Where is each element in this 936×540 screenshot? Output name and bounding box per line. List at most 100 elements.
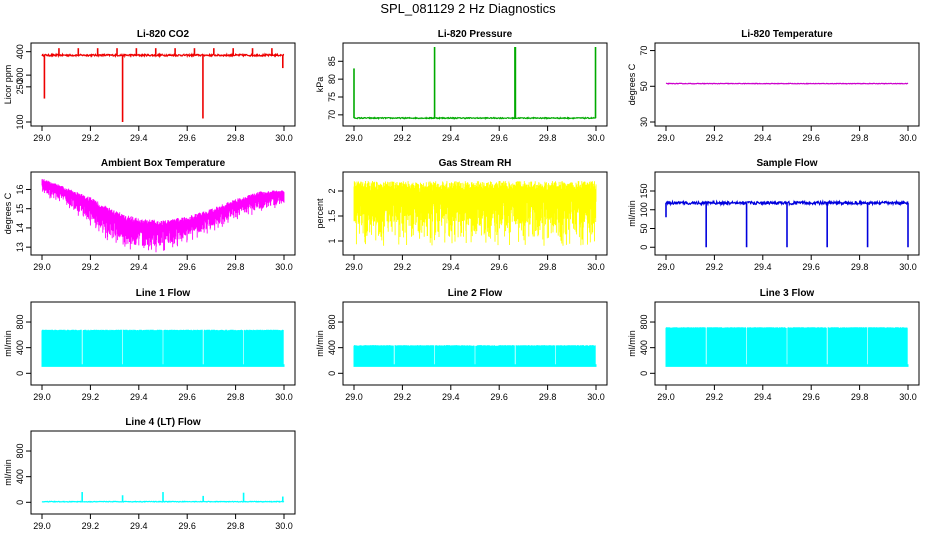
x-tick-label: 29.0 — [345, 392, 363, 402]
x-tick-label: 29.0 — [345, 262, 363, 272]
x-tick-label: 29.4 — [130, 133, 148, 143]
x-tick-label: 30.0 — [275, 521, 293, 531]
y-axis-label: kPa — [315, 77, 325, 93]
x-tick-label: 29.0 — [657, 133, 675, 143]
x-tick-label: 29.2 — [82, 521, 100, 531]
y-tick-label: 100 — [639, 202, 649, 217]
panel-title: Ambient Box Temperature — [101, 158, 226, 169]
plot-frame — [342, 42, 608, 127]
x-tick-label: 29.4 — [442, 392, 460, 402]
plot-frame — [30, 171, 296, 256]
y-tick-label: 50 — [639, 81, 649, 91]
panel-title: Sample Flow — [756, 158, 817, 169]
x-tick-label: 29.2 — [82, 133, 100, 143]
y-tick-label: 800 — [327, 315, 337, 330]
x-tick-label: 30.0 — [587, 133, 605, 143]
y-axis-label: ml/min — [627, 330, 637, 357]
x-tick-label: 30.0 — [275, 262, 293, 272]
x-tick-label: 29.8 — [227, 392, 245, 402]
x-tick-label: 29.0 — [657, 392, 675, 402]
x-tick-label: 29.0 — [345, 133, 363, 143]
y-tick-label: 800 — [15, 444, 25, 459]
x-tick-label: 29.8 — [227, 133, 245, 143]
series-flow — [353, 345, 597, 367]
panel-title: Li-820 Temperature — [741, 29, 833, 40]
y-tick-label: 800 — [639, 315, 649, 330]
y-axis-label: degrees C — [3, 192, 13, 234]
x-tick-label: 29.6 — [178, 521, 196, 531]
y-axis-label: ml/min — [3, 330, 13, 357]
x-tick-label: 29.6 — [490, 133, 508, 143]
panel-title: Gas Stream RH — [439, 158, 512, 169]
series-flow — [665, 327, 909, 367]
y-tick-label: 0 — [327, 371, 337, 376]
series-temperature — [665, 82, 909, 85]
y-axis-label: degrees C — [627, 63, 637, 105]
y-tick-label: 0 — [639, 245, 649, 250]
plot-frame — [654, 42, 920, 127]
x-tick-label: 30.0 — [275, 392, 293, 402]
x-tick-label: 29.0 — [33, 392, 51, 402]
panel-co2: Li-820 CO2 29.0 29.2 29.4 29.6 29.8 30.0 100 250… — [3, 29, 296, 143]
series-line — [41, 52, 285, 59]
x-tick-label: 30.0 — [899, 392, 917, 402]
x-tick-label: 29.2 — [706, 392, 724, 402]
x-tick-label: 29.8 — [227, 262, 245, 272]
y-tick-label: 300 — [15, 68, 25, 83]
panel-line2: Line 2 Flow 29.0 29.2 29.4 29.6 29.8 30.0 0 400 8… — [315, 288, 608, 402]
x-tick-label: 29.0 — [33, 262, 51, 272]
plot-frame — [654, 171, 920, 256]
x-tick-label: 29.2 — [82, 262, 100, 272]
y-tick-label: 400 — [15, 340, 25, 355]
x-tick-label: 29.6 — [490, 392, 508, 402]
panel-line1: Line 1 Flow 29.0 29.2 29.4 29.6 29.8 30.0 0 400 8… — [3, 288, 296, 402]
series-flow — [41, 329, 285, 367]
panel-rh: Gas Stream RH 29.0 29.2 29.4 29.6 29.8 30.0 1 1.… — [315, 158, 608, 272]
x-tick-label: 29.2 — [394, 392, 412, 402]
series-sample — [665, 199, 909, 248]
panel-title: Line 1 Flow — [136, 288, 191, 299]
x-tick-label: 29.6 — [178, 262, 196, 272]
panel-title: Line 2 Flow — [448, 288, 503, 299]
plot-frame — [30, 430, 296, 515]
x-tick-label: 29.2 — [82, 392, 100, 402]
x-tick-label: 29.4 — [754, 262, 772, 272]
panel-ambient: Ambient Box Temperature 29.0 29.2 29.4 29.6 2… — [3, 158, 296, 272]
x-tick-label: 29.6 — [490, 262, 508, 272]
plot-frame — [30, 301, 296, 386]
panel-line3: Line 3 Flow 29.0 29.2 29.4 29.6 29.8 30.0 0 400 8… — [627, 288, 920, 402]
x-tick-label: 29.4 — [442, 133, 460, 143]
series-envelope — [353, 181, 597, 246]
x-tick-label: 29.8 — [851, 392, 869, 402]
x-tick-label: 29.0 — [33, 521, 51, 531]
y-tick-label: 30 — [639, 117, 649, 127]
y-tick-label: 80 — [327, 74, 337, 84]
series-line2 — [353, 345, 597, 367]
x-tick-label: 29.6 — [802, 262, 820, 272]
panel-pressure: Li-820 Pressure 29.0 29.2 29.4 29.6 29.8 30.0 7… — [315, 29, 608, 143]
y-axis-label: ml/min — [315, 330, 325, 357]
y-axis-label: ml/min — [627, 200, 637, 227]
x-tick-label: 29.8 — [539, 392, 557, 402]
series-line3 — [665, 327, 909, 367]
y-tick-label: 15 — [15, 204, 25, 214]
series-envelope — [41, 179, 285, 253]
y-tick-label: 85 — [327, 56, 337, 66]
panel-line4: Line 4 (LT) Flow 29.0 29.2 29.4 29.6 29.8 30.0… — [3, 417, 296, 531]
y-tick-label: 250 — [15, 79, 25, 94]
series-ambient — [41, 179, 285, 253]
figure-title: SPL_081129 2 Hz Diagnostics — [380, 1, 556, 16]
x-tick-label: 29.8 — [539, 133, 557, 143]
x-tick-label: 29.8 — [539, 262, 557, 272]
y-tick-label: 400 — [15, 44, 25, 59]
panel-title: Li-820 Pressure — [438, 29, 513, 40]
y-tick-label: 400 — [327, 340, 337, 355]
y-tick-label: 1 — [327, 238, 337, 243]
x-tick-label: 29.8 — [851, 262, 869, 272]
x-tick-label: 29.4 — [754, 392, 772, 402]
plot-frame — [342, 171, 608, 256]
plot-frame — [30, 42, 296, 127]
series-pressure — [353, 47, 597, 121]
y-tick-label: 800 — [15, 315, 25, 330]
